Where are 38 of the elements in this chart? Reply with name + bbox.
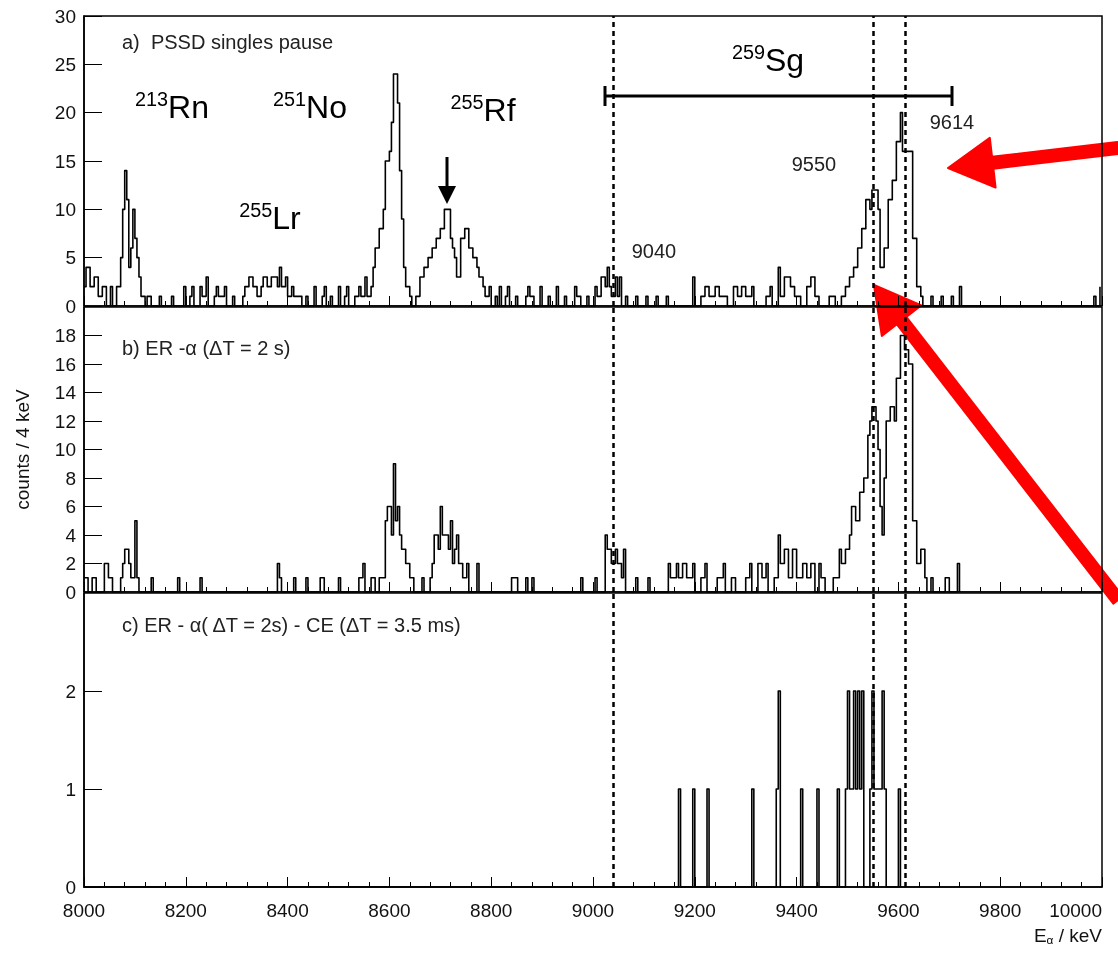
y-tick-label: 6 — [65, 496, 76, 517]
x-tick-label: 9600 — [877, 900, 920, 921]
y-tick-label: 16 — [54, 353, 76, 375]
x-tick-label: 9800 — [979, 900, 1022, 921]
y-tick-label: 12 — [54, 410, 76, 432]
y-tick-label: 10 — [54, 198, 76, 220]
annotation: 9550 — [791, 153, 837, 175]
y-tick-label: 0 — [65, 295, 76, 317]
y-tick-label: 15 — [54, 150, 76, 172]
annotation: b) ER -α (ΔT = 2 s) — [122, 337, 291, 359]
x-tick-label: 9000 — [571, 900, 615, 921]
y-tick-label: 10 — [54, 439, 76, 460]
annotation: 9040 — [631, 240, 677, 262]
x-tick-label: 8600 — [368, 900, 411, 921]
y-tick-label: 30 — [54, 5, 76, 27]
y-tick-label: 1 — [65, 778, 76, 800]
y-tick-label: 2 — [65, 680, 76, 702]
y-tick-label: 2 — [65, 553, 76, 574]
x-tick-label: 8400 — [266, 900, 309, 921]
annotation: 9614 — [929, 111, 975, 133]
annotation: a) PSSD singles pause — [122, 31, 334, 53]
x-tick-label: 10000 — [1049, 900, 1102, 921]
x-tick-label: 8800 — [470, 900, 513, 921]
y-tick-label: 0 — [65, 581, 76, 603]
y-tick-label: 8 — [65, 467, 76, 489]
y-axis-title: counts / 4 keV — [12, 388, 33, 510]
x-tick-label: 9200 — [673, 900, 716, 921]
y-tick-label: 14 — [54, 382, 77, 403]
x-tick-label: 8200 — [164, 900, 207, 921]
y-tick-label: 0 — [65, 876, 76, 898]
x-tick-label: 8000 — [62, 900, 106, 921]
annotation: c) ER - α( ΔT = 2s) - CE (ΔT = 3.5 ms) — [122, 614, 461, 636]
x-tick-label: 9400 — [775, 900, 818, 921]
y-tick-label: 25 — [54, 53, 76, 75]
y-tick-label: 20 — [54, 102, 76, 124]
y-tick-label: 5 — [65, 247, 76, 269]
y-tick-label: 18 — [54, 325, 76, 346]
y-tick-label: 4 — [65, 524, 77, 546]
